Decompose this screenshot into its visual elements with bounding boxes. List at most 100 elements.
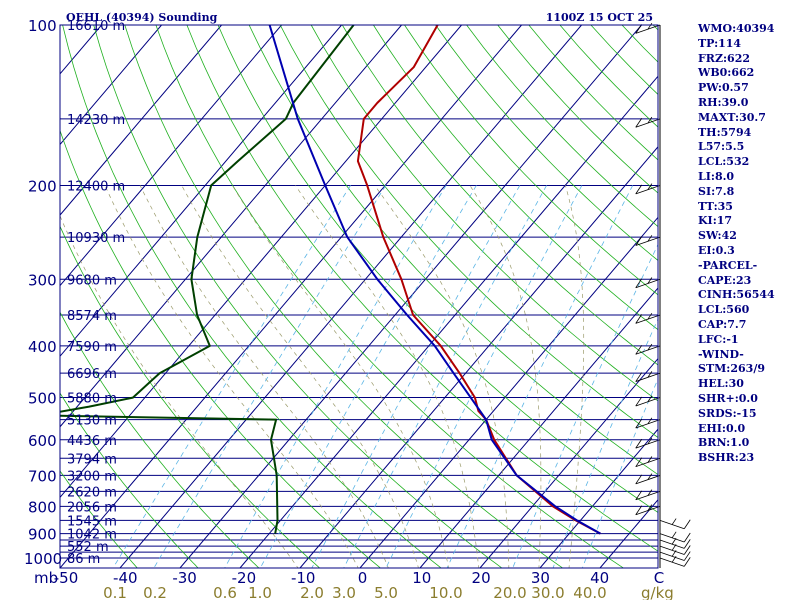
temperature-tick-label: 0 (358, 569, 368, 587)
height-label: 1545 m (67, 514, 117, 529)
mixing-ratio-label: 2.0 (300, 584, 324, 600)
barb-feather (647, 343, 653, 351)
isotherm (0, 558, 9, 568)
barb-feather (635, 372, 643, 382)
pressure-tick-label: 500 (28, 390, 57, 408)
moist-adiabat (469, 185, 542, 568)
height-label: 10930 m (67, 231, 125, 246)
barb-feather (683, 545, 691, 555)
barb-feather (647, 22, 653, 30)
stat-item: WMO:40394 (698, 22, 775, 35)
height-label: 5880 m (67, 392, 117, 407)
moist-adiabat (181, 185, 419, 568)
stat-item: MAXT:30.7 (698, 110, 766, 124)
mixing-ratio-label: 0.2 (143, 584, 167, 600)
height-label: 5130 m (67, 414, 117, 429)
height-label: 8574 m (67, 309, 117, 324)
barb-shaft (635, 185, 661, 195)
profile-layer (60, 25, 601, 535)
barb-feather (647, 489, 653, 496)
height-label: 16610 m (67, 19, 125, 34)
height-label: 2620 m (67, 485, 117, 500)
dry-adiabat (404, 25, 658, 296)
stat-item: STM:263/9 (698, 362, 765, 376)
stat-item: EHI:0.0 (698, 421, 746, 435)
isotherm (179, 557, 189, 568)
barb-feather (635, 505, 643, 515)
isotherm (599, 557, 609, 568)
barb-feather (635, 314, 643, 324)
stat-item: SHR+:0.0 (698, 391, 758, 405)
stat-item: CAP:7.7 (698, 317, 747, 331)
stat-item: KI:17 (698, 214, 733, 228)
barb-feather (635, 345, 643, 355)
isotherm (60, 25, 402, 428)
barb-feather (647, 456, 653, 463)
barb-feather (647, 183, 653, 190)
isotherm (720, 558, 729, 568)
stat-item: CINH:56544 (698, 288, 775, 302)
barb-feather (647, 371, 653, 378)
isotherm (128, 25, 582, 559)
moist-adiabat (60, 214, 299, 568)
barb-feather (635, 118, 643, 128)
wind-barb (635, 312, 661, 324)
dry-adiabat (310, 25, 658, 402)
isotherm (539, 557, 549, 568)
wind-barb (635, 371, 661, 382)
mixing-ratio-label: 1.0 (248, 584, 272, 600)
stat-item: CAPE:23 (698, 273, 752, 287)
barb-feather (635, 278, 643, 288)
isotherm (479, 557, 489, 568)
stat-item: LCL:560 (698, 303, 750, 317)
stat-item: LFC:-1 (698, 332, 739, 346)
isotherm (308, 146, 658, 559)
grid-layer (0, 25, 729, 568)
barb-feather (671, 531, 677, 539)
height-label: 552 m (67, 540, 109, 555)
moist-adiabat (104, 185, 359, 568)
parcel-line (268, 25, 601, 535)
barb-feather (683, 551, 691, 561)
barb-shaft (635, 397, 661, 407)
pressure-tick-label: 600 (28, 432, 57, 450)
moist-adiabat (565, 185, 585, 568)
stats-panel: WMO:40394 TP:114 FRZ:622 WB0:662 PW:0.57 RH:3… (698, 22, 798, 466)
temperature-tick-label: C (654, 569, 664, 587)
isotherm (428, 287, 658, 559)
mixing-ratio-label: 20.0 (493, 584, 526, 600)
barb-feather (647, 235, 653, 242)
barb-feather (635, 418, 643, 429)
wind-barb (635, 116, 661, 128)
height-label: 3200 m (67, 469, 117, 484)
height-label: 9680 m (67, 273, 117, 288)
stat-item: BRN:1.0 (698, 436, 750, 450)
stat-item: WB0:662 (698, 66, 755, 80)
dry-adiabat (60, 470, 138, 568)
plot-border (59, 24, 659, 569)
temperature-tick-label: -40 (113, 569, 138, 587)
height-label: 12400 m (67, 179, 125, 194)
mixing-ratio-label: 10.0 (429, 584, 462, 600)
mixing-ratio-line (581, 377, 658, 568)
pressure-tick-label: 900 (28, 526, 57, 544)
dry-adiabat (341, 25, 658, 366)
mixing-ratio-line (311, 185, 521, 568)
pressure-tick-label: 800 (28, 498, 57, 516)
barb-shaft (635, 419, 661, 429)
isotherm (359, 557, 369, 568)
wind-barb (635, 417, 661, 429)
pressure-unit-label: mb (34, 569, 58, 587)
isotherm (60, 25, 282, 287)
temperature-tick-label: 10 (412, 569, 431, 587)
mixing-ratio-line (343, 185, 547, 568)
barb-shaft (635, 475, 661, 485)
barb-shaft (635, 372, 661, 382)
wind-barb (635, 504, 661, 516)
barb-feather (683, 539, 691, 549)
mixing-ratio-label: 5.0 (374, 584, 398, 600)
barb-feather (635, 24, 643, 34)
pressure-tick-label: 700 (28, 467, 57, 485)
mixing-ratio-label: 0.6 (213, 584, 237, 600)
